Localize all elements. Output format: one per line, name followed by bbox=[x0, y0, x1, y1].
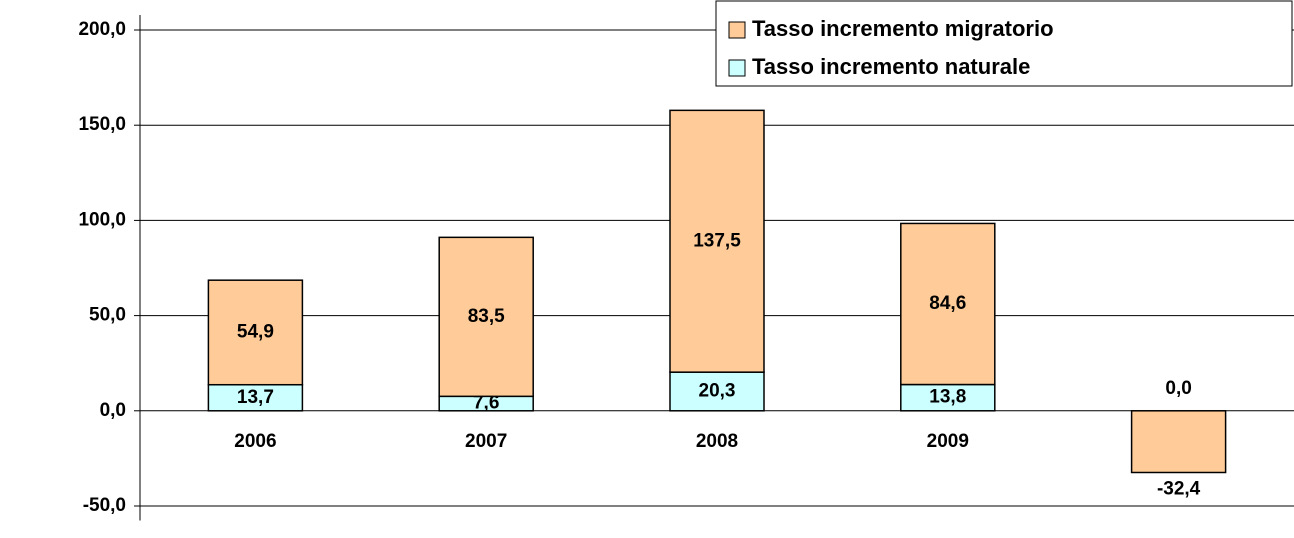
bar-segment bbox=[900, 222, 996, 386]
y-tick-label: -50,0 bbox=[83, 495, 126, 516]
bar-segment bbox=[669, 109, 765, 373]
bar-segment bbox=[207, 279, 304, 386]
bar-segment bbox=[438, 236, 534, 398]
legend-label: Tasso incremento naturale bbox=[752, 54, 1030, 79]
y-tick-label: 200,0 bbox=[78, 19, 126, 40]
legend-label: Tasso incremento migratorio bbox=[752, 16, 1054, 41]
data-label: 13,7 bbox=[237, 387, 274, 408]
data-label: 13,8 bbox=[929, 387, 966, 408]
x-tick-label: 2008 bbox=[696, 431, 738, 452]
data-label: 20,3 bbox=[699, 380, 736, 401]
x-tick-label: 2009 bbox=[927, 431, 969, 452]
data-label: 137,5 bbox=[693, 230, 741, 251]
y-tick-label: 100,0 bbox=[78, 209, 126, 230]
x-tick-label: 2007 bbox=[465, 431, 507, 452]
legend-swatch bbox=[728, 21, 746, 39]
y-tick-label: 50,0 bbox=[89, 305, 126, 326]
bar-segment bbox=[207, 383, 304, 412]
bar-segment bbox=[669, 371, 765, 412]
x-tick-label: 2006 bbox=[234, 431, 276, 452]
y-tick-label: 0,0 bbox=[100, 400, 126, 421]
bar-segment bbox=[900, 383, 996, 412]
data-label: -32,4 bbox=[1157, 479, 1201, 500]
data-label: 0,0 bbox=[1165, 378, 1191, 399]
y-tick-label: 150,0 bbox=[78, 114, 126, 135]
data-label: 83,5 bbox=[468, 306, 505, 327]
bar-segment bbox=[1130, 410, 1227, 474]
data-label: 54,9 bbox=[237, 321, 274, 342]
legend-swatch bbox=[728, 59, 746, 77]
legend-box bbox=[715, 0, 1293, 87]
data-label: 84,6 bbox=[929, 293, 966, 314]
data-label: 7,6 bbox=[473, 393, 499, 414]
